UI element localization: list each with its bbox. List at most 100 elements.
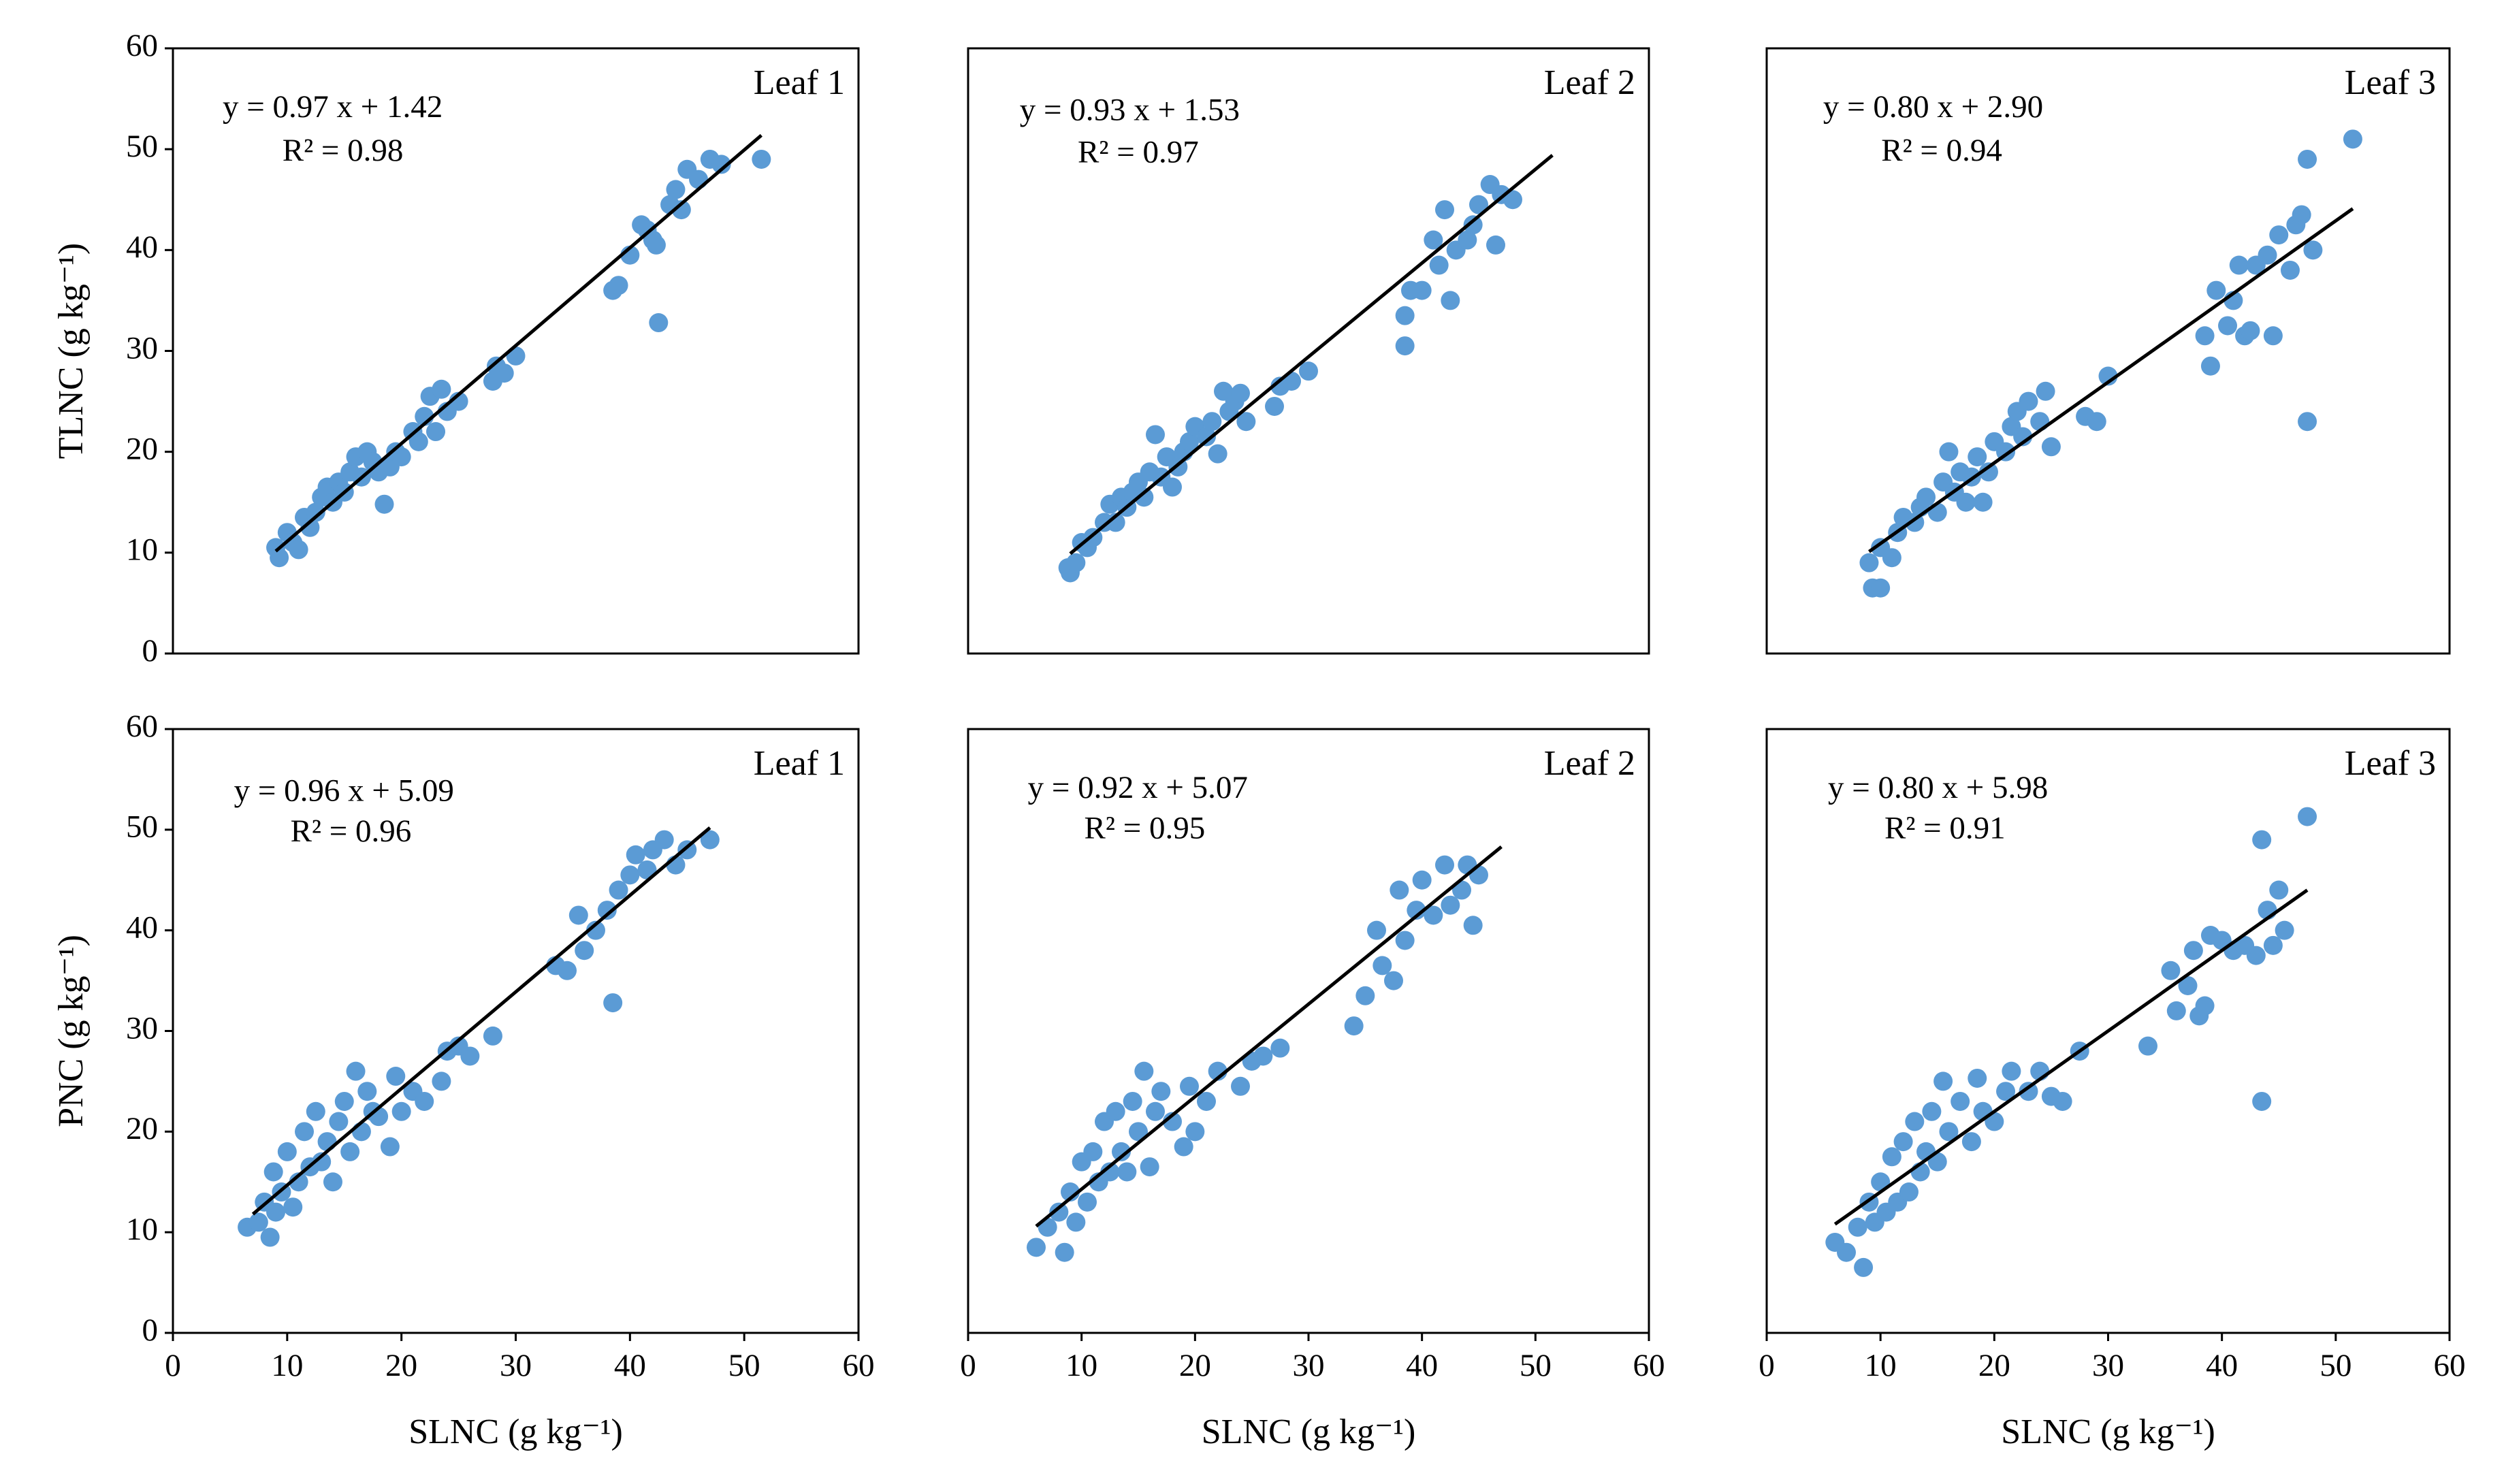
scatter-point	[2229, 255, 2249, 275]
x-tick-label: 10	[271, 1348, 303, 1383]
scatter-point	[2292, 205, 2311, 225]
scatter-point	[1384, 971, 1403, 990]
scatter-point	[2298, 807, 2317, 826]
scatter-point	[1299, 361, 1318, 381]
annotation: y = 0.96 x + 5.09	[234, 773, 454, 809]
y-tick-label: 0	[142, 1312, 159, 1348]
scatter-point	[1412, 280, 1432, 300]
y-tick-label: 20	[126, 1111, 158, 1146]
x-axis-label: SLNC (g kg⁻¹)	[1202, 1413, 1416, 1451]
scatter-point	[1996, 1082, 2016, 1101]
scatter-point	[2252, 830, 2272, 850]
scatter-point	[1027, 1238, 1046, 1257]
scatter-point	[1083, 1142, 1103, 1161]
scatter-point	[1236, 412, 1256, 432]
scatter-point	[1429, 255, 1449, 275]
x-tick-label: 30	[1293, 1348, 1325, 1383]
scatter-point	[1469, 865, 1488, 885]
scatter-point	[2053, 1091, 2072, 1111]
x-tick-label: 0	[960, 1348, 976, 1383]
scatter-point	[752, 149, 771, 169]
scatter-point	[1486, 235, 1505, 255]
scatter-point	[1049, 1202, 1069, 1222]
scatter-point	[1344, 1016, 1364, 1036]
scatter-point	[1458, 230, 1477, 250]
scatter-point	[2195, 996, 2215, 1016]
panel-title: Leaf 1	[754, 63, 845, 102]
scatter-point	[1185, 1122, 1205, 1142]
scatter-point	[306, 1101, 325, 1121]
scatter-point	[391, 447, 411, 467]
scatter-point	[2036, 381, 2055, 401]
fit-line	[1833, 888, 2309, 1226]
scatter-point	[2138, 1036, 2158, 1056]
x-tick-label: 20	[1179, 1348, 1211, 1383]
scatter-point	[575, 941, 594, 961]
x-tick-label: 40	[2206, 1348, 2238, 1383]
scatter-point	[1968, 447, 1987, 467]
scatter-point	[2252, 1091, 2272, 1111]
x-axis-label: SLNC (g kg⁻¹)	[408, 1413, 623, 1451]
scatter-point	[1231, 1076, 1250, 1096]
scatter-point	[432, 1071, 451, 1091]
annotation: R² = 0.91	[1884, 810, 2006, 845]
scatter-point	[483, 1026, 502, 1046]
scatter-point	[2183, 941, 2203, 961]
scatter-point	[248, 1212, 268, 1232]
scatter-point	[1163, 1112, 1182, 1131]
scatter-point	[1854, 1257, 1874, 1277]
annotation: y = 0.97 x + 1.42	[223, 89, 443, 125]
annotation: y = 0.80 x + 2.90	[1823, 89, 2043, 125]
scatter-point	[1939, 442, 1959, 462]
scatter-point	[1961, 1132, 1981, 1152]
scatter-point	[2019, 1082, 2038, 1101]
scatter-point	[1197, 427, 1216, 447]
scatter-point	[711, 155, 731, 174]
scatter-point	[2280, 260, 2300, 280]
y-tick-label: 0	[142, 633, 159, 668]
scatter-point	[2298, 412, 2317, 432]
x-tick-label: 0	[1759, 1348, 1775, 1383]
scatter-point	[1922, 1101, 1942, 1121]
scatter-point	[1933, 1071, 1953, 1091]
scatter-point	[2303, 240, 2323, 260]
x-tick-label: 20	[385, 1348, 417, 1383]
y-tick-label: 50	[126, 129, 158, 164]
scatter-point	[415, 1091, 434, 1111]
annotation: y = 0.93 x + 1.53	[1020, 93, 1240, 128]
scatter-point	[1055, 1242, 1074, 1262]
panel-title: Leaf 3	[2345, 744, 2436, 783]
scatter-point	[1435, 855, 1454, 875]
fit-line	[1035, 845, 1503, 1228]
scatter-point	[700, 830, 720, 850]
scatter-point	[1463, 215, 1483, 235]
x-tick-label: 50	[728, 1348, 760, 1383]
scatter-point	[263, 1162, 283, 1182]
scatter-point	[558, 961, 577, 980]
scatter-point	[323, 1172, 342, 1192]
scatter-point	[1395, 336, 1415, 356]
scatter-point	[1395, 306, 1415, 325]
scatter-point	[2087, 412, 2106, 432]
scatter-point	[1231, 383, 1250, 403]
scatter-point	[266, 1202, 286, 1222]
scatter-point	[1134, 1061, 1154, 1081]
scatter-point	[1871, 578, 1891, 598]
x-tick-label: 30	[500, 1348, 532, 1383]
scatter-point	[2166, 1001, 2186, 1020]
plot-frame	[967, 47, 1650, 655]
scatter-point	[2246, 946, 2266, 965]
annotation: y = 0.80 x + 5.98	[1828, 770, 2048, 805]
y-tick-label: 10	[126, 1212, 158, 1247]
scatter-point	[568, 905, 588, 925]
scatter-point	[2161, 961, 2181, 980]
scatter-point	[1927, 502, 1947, 522]
scatter-point	[1061, 1182, 1080, 1202]
scatter-point	[1253, 1046, 1273, 1066]
scatter-point	[1424, 230, 1443, 250]
y-axis-label: TLNC (g kg⁻¹)	[52, 243, 91, 459]
scatter-point	[351, 1122, 371, 1142]
scatter-point	[2269, 225, 2289, 245]
scatter-point	[289, 540, 308, 560]
scatter-point	[1078, 1192, 1097, 1212]
